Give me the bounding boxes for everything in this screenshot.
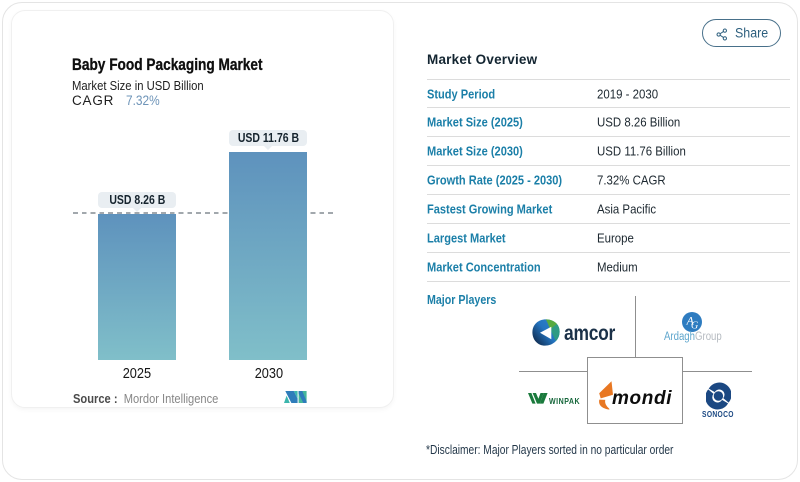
svg-text:G: G [691, 321, 698, 332]
svg-text:A: A [686, 314, 695, 328]
